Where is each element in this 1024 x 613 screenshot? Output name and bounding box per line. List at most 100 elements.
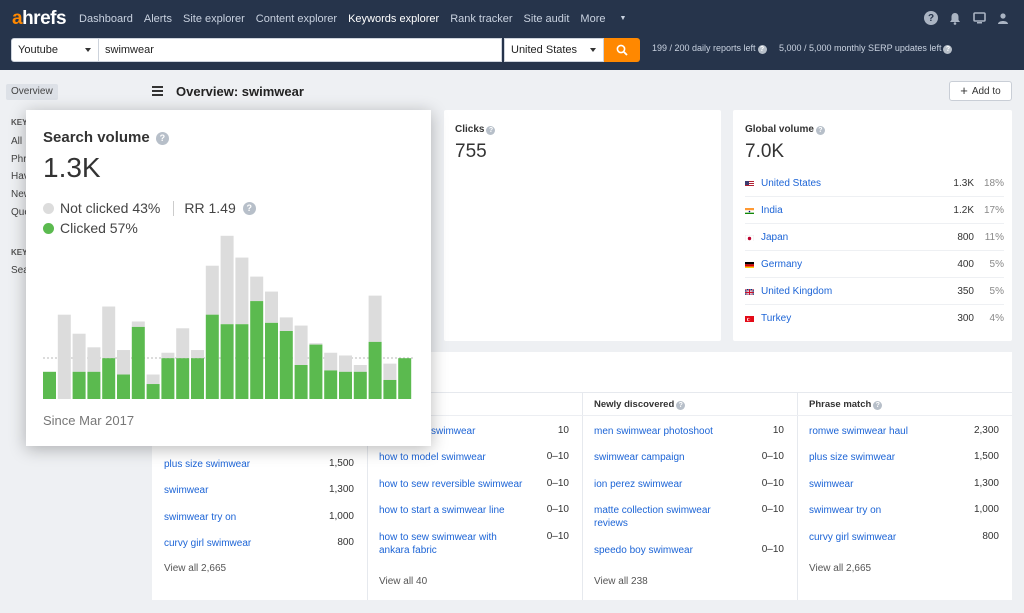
keyword-link[interactable]: swimwear — [809, 479, 854, 490]
view-all-link[interactable]: View all 238 — [594, 576, 648, 587]
keyword-link[interactable]: how to sew reversible swimwear — [379, 479, 523, 490]
sidebar-item-all[interactable]: All — [11, 136, 23, 147]
bell-icon[interactable] — [948, 11, 962, 25]
sidebar-overview-tab[interactable]: Overview — [6, 84, 58, 100]
country-volume: 400 — [957, 258, 974, 270]
uk-flag-icon — [745, 287, 754, 295]
country-row: Germany 400 5% — [745, 251, 1004, 278]
keyword-volume: 0–10 — [546, 478, 569, 489]
help-icon[interactable]: ? — [924, 11, 938, 25]
nav-rank-tracker[interactable]: Rank tracker — [450, 13, 513, 25]
not-clicked-bar — [176, 328, 190, 359]
nav-site-audit[interactable]: Site audit — [523, 13, 570, 25]
clicks-card: Clicks? 755 — [444, 110, 721, 341]
keyword-link[interactable]: plus size swimwear — [164, 459, 251, 470]
keyword-volume: 1,500 — [328, 458, 354, 469]
country-percent: 18% — [983, 177, 1004, 189]
keyword-volume: 1,300 — [973, 478, 999, 489]
keyword-link[interactable]: plus size swimwear — [809, 452, 896, 463]
clicked-bar — [117, 374, 130, 399]
keyword-link[interactable]: swimwear try on — [809, 505, 882, 516]
country-volume: 1.3K — [953, 177, 974, 189]
help-icon[interactable]: ? — [873, 401, 883, 410]
add-to-button[interactable]: + Add to — [949, 81, 1012, 101]
clicked-bar — [250, 301, 264, 399]
country-select[interactable]: United States — [504, 38, 604, 62]
not-clicked-bar — [57, 314, 71, 399]
sidebar-item-questions[interactable]: Que — [11, 207, 30, 218]
keyword-link[interactable]: speedo boy swimwear — [594, 545, 693, 556]
keyword-link[interactable]: men swimwear photoshoot — [594, 426, 713, 437]
keyword-search-value: swimwear — [105, 44, 154, 56]
not-clicked-bar — [309, 343, 323, 345]
view-all-link[interactable]: View all 2,665 — [164, 563, 227, 574]
keyword-link[interactable]: curvy girl swimwear — [809, 532, 897, 543]
menu-icon[interactable] — [152, 86, 163, 98]
rr-value: RR 1.49 — [184, 200, 236, 216]
clicked-bar — [72, 371, 86, 399]
keyword-volume: 1,500 — [973, 451, 999, 462]
nav-keywords-explorer[interactable]: Keywords explorer — [348, 13, 440, 25]
view-all-link[interactable]: View all 2,665 — [809, 563, 872, 574]
keyword-link[interactable]: how to model swimwear — [379, 452, 486, 463]
ahrefs-logo[interactable]: ahrefs — [12, 8, 67, 30]
popover-title-text: Search volume — [43, 129, 150, 146]
divider — [582, 415, 797, 416]
not-clicked-bar — [353, 365, 367, 372]
keyword-link[interactable]: swimwear — [164, 485, 209, 496]
country-name-link[interactable]: Turkey — [761, 313, 792, 324]
nav-content-explorer[interactable]: Content explorer — [255, 13, 338, 25]
clicked-bar — [191, 358, 204, 399]
keyword-link[interactable]: swimwear campaign — [594, 452, 685, 463]
sidebar-item-phrase[interactable]: Phr — [11, 154, 27, 165]
user-icon[interactable] — [996, 11, 1010, 25]
daily-reports-status: 199 / 200 daily reports left? — [652, 43, 767, 54]
caret-down-icon: ▼ — [619, 15, 627, 22]
keyword-link[interactable]: matte collection swimwear reviews — [594, 505, 711, 529]
source-select[interactable]: Youtube — [11, 38, 99, 62]
not-clicked-bar — [131, 321, 145, 327]
keyword-link[interactable]: swimwear — [431, 426, 476, 437]
help-icon[interactable]: ? — [486, 126, 496, 135]
not-clicked-text: Not clicked 43% — [60, 200, 161, 216]
logo-a: a — [12, 8, 23, 29]
nav-more[interactable]: More ▼ — [580, 13, 637, 25]
keyword-link[interactable]: how to sew swimwear with ankara fabric — [379, 532, 497, 556]
country-name-link[interactable]: Germany — [761, 258, 803, 270]
keyword-search-input[interactable]: swimwear — [98, 38, 502, 62]
country-name-link[interactable]: United States — [761, 177, 822, 189]
chevron-down-icon — [590, 48, 596, 52]
column-heading: Phrase match? — [809, 399, 883, 410]
help-icon[interactable]: ? — [676, 401, 686, 410]
search-button[interactable] — [604, 38, 640, 62]
help-icon[interactable]: ? — [155, 132, 169, 145]
country-name-link[interactable]: Japan — [761, 231, 789, 243]
nav-alerts[interactable]: Alerts — [143, 13, 172, 25]
view-all-link[interactable]: View all 40 — [379, 576, 428, 587]
keyword-link[interactable]: how to start a swimwear line — [379, 505, 505, 516]
help-icon[interactable]: ? — [943, 45, 953, 54]
nav-site-explorer[interactable]: Site explorer — [183, 13, 245, 25]
sidebar-item-search[interactable]: Sea — [11, 265, 29, 276]
sidebar-item-having[interactable]: Hav — [11, 171, 29, 182]
search-volume-chart — [43, 235, 413, 399]
clicked-bar — [294, 365, 308, 399]
keyword-link[interactable]: romwe swimwear haul — [809, 426, 908, 437]
country-name-link[interactable]: India — [761, 204, 783, 216]
keyword-volume: 800 — [337, 537, 354, 548]
sidebar-item-new[interactable]: New — [11, 189, 32, 200]
not-clicked-bar — [87, 347, 101, 372]
clicked-bar — [339, 371, 352, 399]
keyword-link[interactable]: curvy girl swimwear — [164, 538, 252, 549]
clicked-bar — [324, 370, 338, 399]
country-percent: 17% — [983, 204, 1004, 216]
country-row: India 1.2K 17% — [745, 197, 1004, 224]
monitor-icon[interactable] — [972, 11, 986, 25]
nav-dashboard[interactable]: Dashboard — [79, 13, 133, 25]
keyword-link[interactable]: swimwear try on — [164, 512, 237, 523]
help-icon[interactable]: ? — [757, 45, 767, 54]
help-icon[interactable]: ? — [815, 126, 825, 135]
country-name-link[interactable]: United Kingdom — [761, 285, 833, 297]
help-icon[interactable]: ? — [242, 201, 256, 215]
keyword-link[interactable]: ion perez swimwear — [594, 479, 683, 490]
